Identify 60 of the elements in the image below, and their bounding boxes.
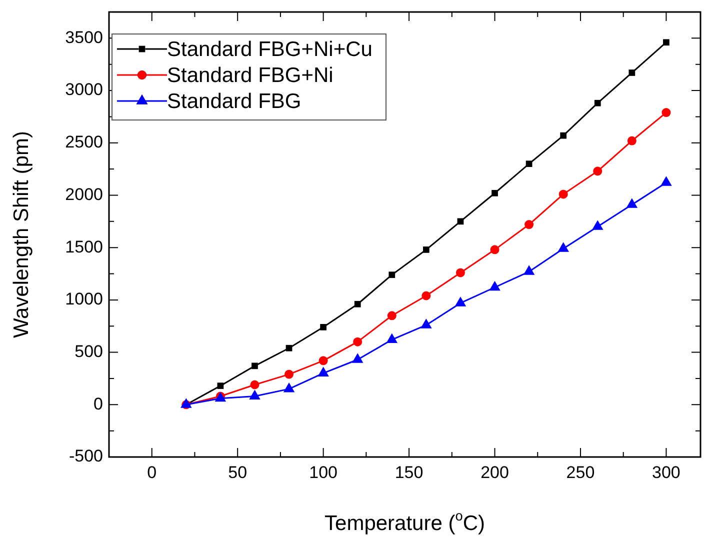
point [286, 344, 292, 352]
y-tick-label: 0 [94, 394, 103, 414]
point [387, 311, 396, 320]
point [420, 318, 432, 328]
x-tick-label: 150 [394, 463, 424, 482]
y-tick-label: 500 [74, 342, 103, 361]
point [352, 353, 364, 363]
point [217, 382, 224, 389]
point [627, 136, 636, 146]
point [252, 362, 258, 370]
legend-label: Standard FBG+Ni [167, 64, 334, 87]
point [320, 324, 326, 330]
y-tick-label: -500 [68, 446, 103, 466]
point [388, 272, 396, 278]
legend-label: Standard FBG+Ni+Cu [167, 38, 372, 61]
point [422, 291, 431, 300]
point [524, 220, 534, 230]
point [492, 190, 498, 196]
point [489, 280, 500, 291]
point [423, 246, 430, 253]
point [594, 100, 601, 106]
x-tick-label: 50 [228, 463, 248, 482]
point [353, 337, 362, 346]
point [558, 190, 568, 199]
point [628, 70, 636, 76]
y-tick-label: 3500 [65, 28, 103, 47]
point [526, 160, 532, 168]
point [284, 370, 294, 379]
point [593, 166, 602, 176]
y-tick-label: 1500 [65, 237, 103, 256]
x-tick-label: 200 [480, 463, 509, 482]
y-tick-label: 1000 [65, 290, 103, 309]
point [456, 268, 465, 278]
point [560, 132, 567, 139]
point [490, 245, 500, 254]
point [660, 176, 672, 186]
point [558, 242, 569, 252]
x-tick-label: 300 [652, 463, 680, 482]
x-tick-label: 250 [566, 463, 595, 482]
point [592, 220, 604, 230]
point [662, 108, 671, 118]
point [663, 39, 670, 46]
x-tick-label: 0 [147, 463, 157, 482]
point [318, 366, 329, 376]
point [457, 218, 464, 225]
point [354, 300, 361, 308]
point [283, 382, 295, 392]
point [250, 380, 260, 390]
point [523, 265, 535, 275]
point [626, 198, 638, 208]
y-axis-title: Wavelength Shift (pm) [10, 131, 33, 338]
x-tick-label: 100 [309, 463, 338, 482]
legend-label: Standard FBG [167, 90, 302, 113]
point [249, 390, 260, 400]
y-tick-label: 2500 [65, 132, 103, 152]
point [386, 333, 398, 343]
point [454, 296, 466, 306]
y-tick-label: 3000 [65, 80, 103, 100]
point [318, 356, 328, 366]
y-tick-label: 2000 [65, 184, 103, 204]
